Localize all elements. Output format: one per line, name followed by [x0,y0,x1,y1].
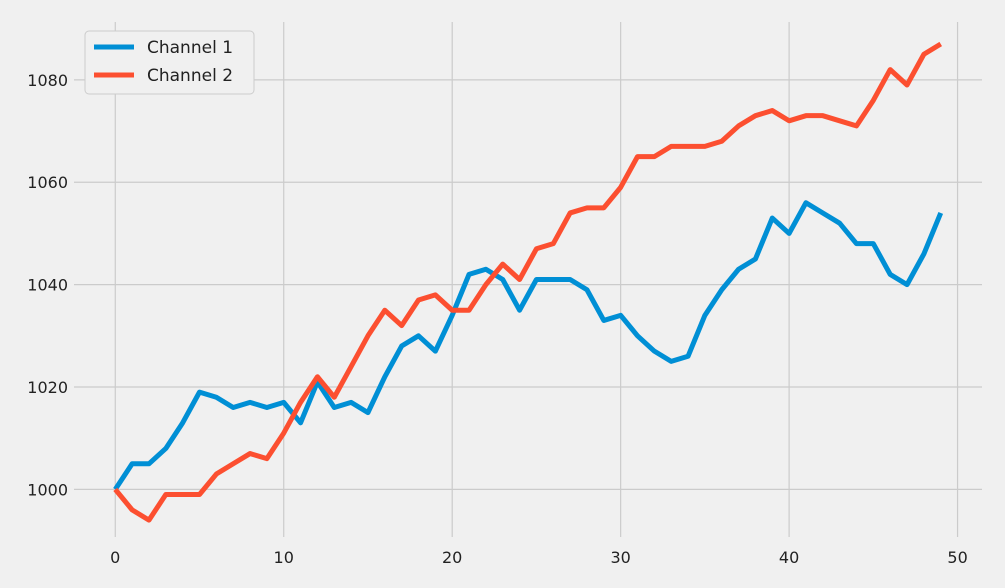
y-tick-label: 1060 [27,173,68,192]
legend: Channel 1 Channel 2 [84,30,255,95]
series-line-1 [113,200,944,491]
y-tick-label: 1000 [27,480,68,499]
x-tick-label: 0 [110,548,120,567]
plot-area [74,22,982,537]
series-line-2 [113,41,943,523]
legend-label-channel-1: Channel 1 [147,38,233,58]
series-lines [113,41,944,523]
x-tick-label: 20 [442,548,462,567]
y-tick-label: 1020 [27,378,68,397]
y-tick-label: 1080 [27,71,68,90]
x-tick-label: 50 [947,548,967,567]
x-tick-label: 10 [274,548,294,567]
x-tick-label: 30 [610,548,630,567]
x-tick-label: 40 [779,548,799,567]
y-tick-label: 1040 [27,276,68,295]
legend-label-channel-2: Channel 2 [147,66,233,86]
